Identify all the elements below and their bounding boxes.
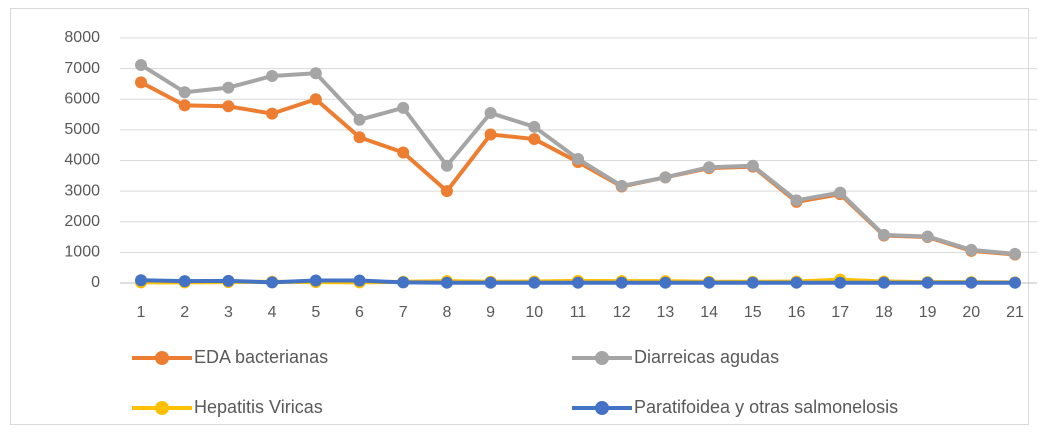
- point: [528, 120, 541, 133]
- point: [790, 276, 803, 289]
- point: [353, 113, 366, 126]
- point: [572, 152, 584, 165]
- point: [135, 58, 147, 71]
- legend-label: EDA bacterianas: [194, 347, 328, 367]
- x-tick-label: 11: [570, 304, 587, 321]
- chart-border: [10, 8, 1029, 425]
- y-tick-label: 5000: [64, 121, 100, 138]
- legend-label: Diarreicas agudas: [634, 347, 779, 367]
- point: [309, 274, 322, 287]
- point: [834, 276, 847, 289]
- point: [178, 99, 191, 112]
- legend-marker: [155, 401, 169, 415]
- point: [834, 186, 847, 199]
- point: [353, 131, 366, 144]
- point: [353, 274, 366, 287]
- point: [484, 276, 497, 289]
- point: [397, 276, 410, 289]
- point: [746, 276, 759, 289]
- x-tick-label: 16: [788, 304, 806, 321]
- point: [135, 76, 147, 89]
- point: [440, 185, 453, 198]
- x-tick-label: 15: [744, 304, 762, 321]
- y-tick-label: 4000: [64, 152, 100, 169]
- point: [440, 276, 453, 289]
- y-tick-label: 7000: [64, 60, 100, 77]
- x-tick-label: 1: [137, 304, 146, 321]
- point: [222, 274, 235, 287]
- point: [222, 100, 235, 113]
- x-tick-label: 18: [875, 304, 893, 321]
- point: [222, 81, 235, 94]
- point: [309, 93, 322, 106]
- point: [877, 276, 890, 289]
- y-tick-label: 8000: [64, 29, 100, 46]
- y-tick-label: 2000: [64, 213, 100, 230]
- point: [266, 107, 279, 120]
- legend-label: Paratifoidea y otras salmonelosis: [634, 397, 898, 417]
- x-tick-label: 4: [268, 304, 277, 321]
- x-tick-label: 21: [1006, 304, 1024, 321]
- point: [397, 101, 410, 114]
- point: [484, 107, 497, 120]
- legend-marker: [595, 351, 609, 365]
- point: [484, 128, 497, 141]
- point: [921, 230, 934, 243]
- point: [877, 228, 890, 241]
- point: [703, 161, 716, 174]
- point: [309, 67, 322, 80]
- point: [266, 69, 279, 82]
- point: [1009, 247, 1021, 260]
- y-tick-label: 3000: [64, 182, 100, 199]
- x-tick-label: 6: [355, 304, 364, 321]
- y-tick-label: 0: [91, 274, 100, 291]
- x-tick-label: 9: [486, 304, 495, 321]
- point: [266, 276, 279, 289]
- point: [659, 276, 672, 289]
- x-tick-label: 20: [962, 304, 980, 321]
- x-tick-label: 10: [525, 304, 543, 321]
- point: [746, 159, 759, 172]
- point: [703, 276, 716, 289]
- x-tick-label: 17: [831, 304, 849, 321]
- x-tick-label: 3: [224, 304, 233, 321]
- point: [965, 243, 978, 256]
- x-tick-label: 13: [657, 304, 675, 321]
- x-tick-label: 14: [700, 304, 718, 321]
- y-tick-label: 1000: [64, 244, 100, 261]
- point: [528, 133, 541, 146]
- point: [397, 146, 410, 159]
- point: [178, 86, 191, 99]
- legend-label: Hepatitis Viricas: [194, 397, 323, 417]
- x-tick-label: 7: [399, 304, 408, 321]
- point: [528, 276, 541, 289]
- x-tick-label: 12: [613, 304, 631, 321]
- y-tick-label: 6000: [64, 90, 100, 107]
- x-tick-label: 2: [180, 304, 189, 321]
- point: [135, 274, 147, 287]
- point: [615, 179, 628, 192]
- point: [921, 276, 934, 289]
- point: [965, 276, 978, 289]
- legend-marker: [155, 351, 169, 365]
- point: [572, 276, 584, 289]
- legend-marker: [595, 401, 609, 415]
- x-tick-label: 8: [442, 304, 451, 321]
- x-tick-label: 5: [311, 304, 320, 321]
- point: [615, 276, 628, 289]
- point: [659, 171, 672, 184]
- point: [790, 194, 803, 207]
- point: [1009, 276, 1021, 289]
- point: [440, 159, 453, 172]
- point: [178, 275, 191, 288]
- x-tick-label: 19: [919, 304, 937, 321]
